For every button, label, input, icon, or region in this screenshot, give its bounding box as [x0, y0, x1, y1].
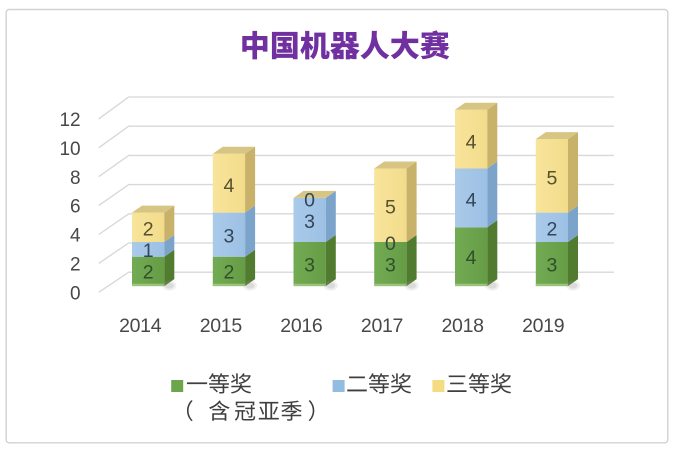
svg-text:4: 4 [223, 175, 234, 197]
svg-text:2: 2 [143, 262, 154, 284]
svg-text:8: 8 [70, 168, 81, 189]
svg-text:4: 4 [466, 189, 477, 211]
svg-text:4: 4 [466, 247, 477, 269]
svg-text:1: 1 [143, 240, 154, 262]
svg-text:5: 5 [385, 197, 396, 219]
svg-text:0: 0 [385, 233, 396, 255]
svg-text:3: 3 [304, 254, 315, 276]
svg-text:2019: 2019 [522, 315, 564, 337]
svg-text:3: 3 [223, 226, 234, 248]
svg-text:2: 2 [143, 218, 154, 240]
svg-text:4: 4 [466, 132, 477, 154]
svg-text:2: 2 [223, 262, 234, 284]
svg-text:2: 2 [546, 218, 557, 240]
svg-text:2014: 2014 [119, 315, 162, 337]
svg-text:10: 10 [59, 139, 80, 160]
svg-text:2015: 2015 [200, 315, 243, 337]
svg-text:4: 4 [70, 226, 81, 247]
svg-text:2018: 2018 [442, 315, 484, 337]
svg-text:12: 12 [59, 110, 80, 131]
svg-text:3: 3 [546, 254, 557, 276]
svg-text:5: 5 [546, 168, 557, 190]
svg-text:6: 6 [70, 197, 81, 218]
svg-text:3: 3 [385, 254, 396, 276]
svg-text:2: 2 [70, 254, 81, 275]
svg-text:2016: 2016 [280, 315, 322, 337]
svg-text:3: 3 [304, 211, 315, 233]
svg-text:2017: 2017 [361, 315, 403, 337]
svg-text:0: 0 [70, 283, 81, 304]
svg-text:0: 0 [304, 189, 315, 211]
